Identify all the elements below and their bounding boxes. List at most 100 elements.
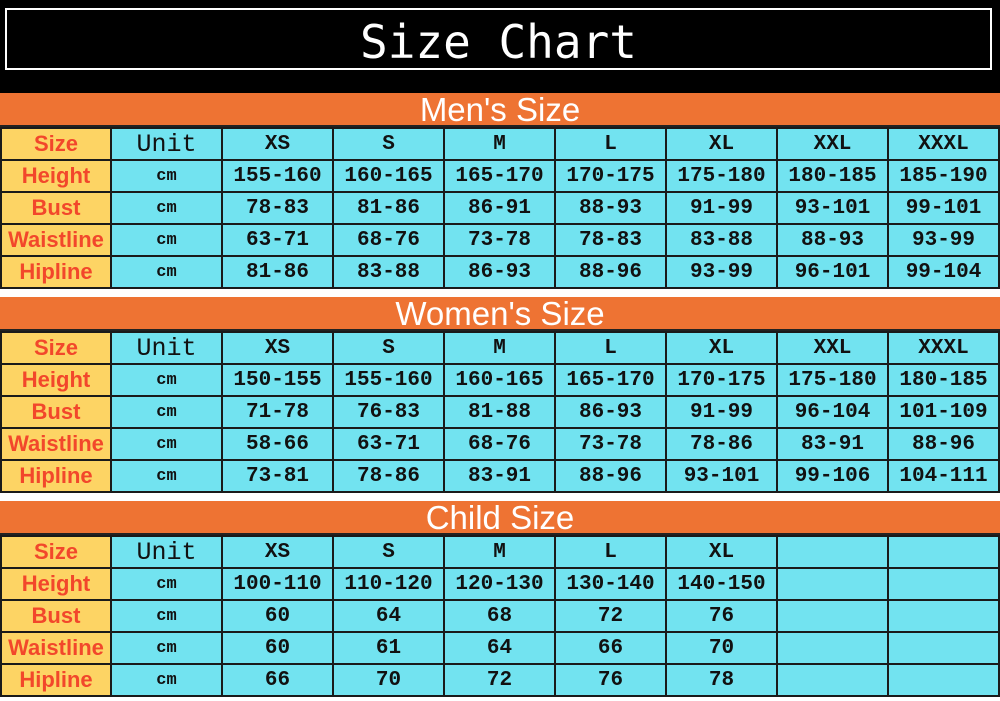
value-cell: 93-99 — [887, 223, 1000, 257]
value-cell: 76 — [665, 599, 778, 633]
table-row: Height cm 150-155 155-160 160-165 165-170 170-… — [0, 363, 1000, 397]
row-label: Height — [0, 567, 112, 601]
header-size-label: L — [554, 535, 667, 569]
value-cell: 175-180 — [665, 159, 778, 193]
row-label: Bust — [0, 395, 112, 429]
value-cell: 160-165 — [443, 363, 556, 397]
header-size-label: S — [332, 331, 445, 365]
section-title: Men's Size — [0, 93, 1000, 127]
value-cell: 78-83 — [221, 191, 334, 225]
header-size: Size — [0, 331, 112, 365]
section-title: Women's Size — [0, 297, 1000, 331]
value-cell: 96-104 — [776, 395, 889, 429]
value-cell — [887, 567, 1000, 601]
size-section: Child Size Size Unit XS S M L XL Height cm 100-110… — [0, 501, 1000, 697]
header-size-label: M — [443, 127, 556, 161]
value-cell: 78-86 — [332, 459, 445, 493]
value-cell: 72 — [554, 599, 667, 633]
value-cell: 81-88 — [443, 395, 556, 429]
row-label: Height — [0, 159, 112, 193]
header-row: Size Unit XS S M L XL XXL XXXL — [0, 331, 1000, 365]
value-cell: 58-66 — [221, 427, 334, 461]
header-size-label: XL — [665, 127, 778, 161]
unit-cell: cm — [110, 567, 223, 601]
title-frame: Size Chart — [5, 8, 992, 70]
value-cell: 101-109 — [887, 395, 1000, 429]
value-cell: 99-104 — [887, 255, 1000, 289]
value-cell: 93-99 — [665, 255, 778, 289]
value-cell: 60 — [221, 631, 334, 665]
table-row: Waistline cm 58-66 63-71 68-76 73-78 78-86 83-9… — [0, 427, 1000, 461]
header-row: Size Unit XS S M L XL — [0, 535, 1000, 569]
unit-cell: cm — [110, 159, 223, 193]
row-label: Hipline — [0, 663, 112, 697]
page-title: Size Chart — [360, 15, 637, 69]
header-size-label — [776, 535, 889, 569]
value-cell: 170-175 — [665, 363, 778, 397]
value-cell: 83-91 — [443, 459, 556, 493]
value-cell: 66 — [554, 631, 667, 665]
value-cell: 83-88 — [665, 223, 778, 257]
title-banner: Size Chart — [0, 0, 1000, 93]
header-size-label: XXXL — [887, 331, 1000, 365]
value-cell: 180-185 — [776, 159, 889, 193]
value-cell — [776, 663, 889, 697]
value-cell — [887, 631, 1000, 665]
row-label: Waistline — [0, 223, 112, 257]
row-label: Height — [0, 363, 112, 397]
value-cell: 88-93 — [554, 191, 667, 225]
value-cell: 99-106 — [776, 459, 889, 493]
value-cell: 61 — [332, 631, 445, 665]
header-size-label — [887, 535, 1000, 569]
value-cell: 81-86 — [221, 255, 334, 289]
value-cell: 78-83 — [554, 223, 667, 257]
row-label: Hipline — [0, 459, 112, 493]
row-label: Bust — [0, 191, 112, 225]
header-size-label: M — [443, 331, 556, 365]
unit-cell: cm — [110, 223, 223, 257]
value-cell: 68 — [443, 599, 556, 633]
value-cell: 70 — [332, 663, 445, 697]
table-row: Hipline cm 81-86 83-88 86-93 88-96 93-99 96-101… — [0, 255, 1000, 289]
value-cell: 170-175 — [554, 159, 667, 193]
value-cell: 96-101 — [776, 255, 889, 289]
value-cell: 81-86 — [332, 191, 445, 225]
value-cell: 140-150 — [665, 567, 778, 601]
header-size-label: XL — [665, 331, 778, 365]
value-cell: 64 — [332, 599, 445, 633]
value-cell: 104-111 — [887, 459, 1000, 493]
header-size-label: S — [332, 535, 445, 569]
table-row: Hipline cm 66 70 72 76 78 — [0, 663, 1000, 697]
value-cell: 155-160 — [332, 363, 445, 397]
value-cell: 73-81 — [221, 459, 334, 493]
unit-cell: cm — [110, 663, 223, 697]
row-label: Waistline — [0, 427, 112, 461]
value-cell: 63-71 — [332, 427, 445, 461]
unit-cell: cm — [110, 191, 223, 225]
header-unit: Unit — [110, 127, 223, 161]
unit-cell: cm — [110, 255, 223, 289]
header-size: Size — [0, 127, 112, 161]
row-label: Waistline — [0, 631, 112, 665]
value-cell — [776, 567, 889, 601]
unit-cell: cm — [110, 427, 223, 461]
header-row: Size Unit XS S M L XL XXL XXXL — [0, 127, 1000, 161]
header-size-label: S — [332, 127, 445, 161]
header-unit: Unit — [110, 535, 223, 569]
value-cell: 68-76 — [443, 427, 556, 461]
value-cell: 83-88 — [332, 255, 445, 289]
table-row: Bust cm 78-83 81-86 86-91 88-93 91-99 93-101 99-… — [0, 191, 1000, 225]
size-table: Size Unit XS S M L XL Height cm 100-110 110-120 120… — [0, 535, 1000, 697]
value-cell: 78-86 — [665, 427, 778, 461]
header-size-label: XS — [221, 127, 334, 161]
value-cell: 110-120 — [332, 567, 445, 601]
value-cell: 76-83 — [332, 395, 445, 429]
unit-cell: cm — [110, 363, 223, 397]
header-size-label: M — [443, 535, 556, 569]
value-cell: 60 — [221, 599, 334, 633]
header-size-label: XXL — [776, 127, 889, 161]
value-cell: 73-78 — [443, 223, 556, 257]
value-cell: 99-101 — [887, 191, 1000, 225]
table-row: Waistline cm 60 61 64 66 70 — [0, 631, 1000, 665]
value-cell: 78 — [665, 663, 778, 697]
